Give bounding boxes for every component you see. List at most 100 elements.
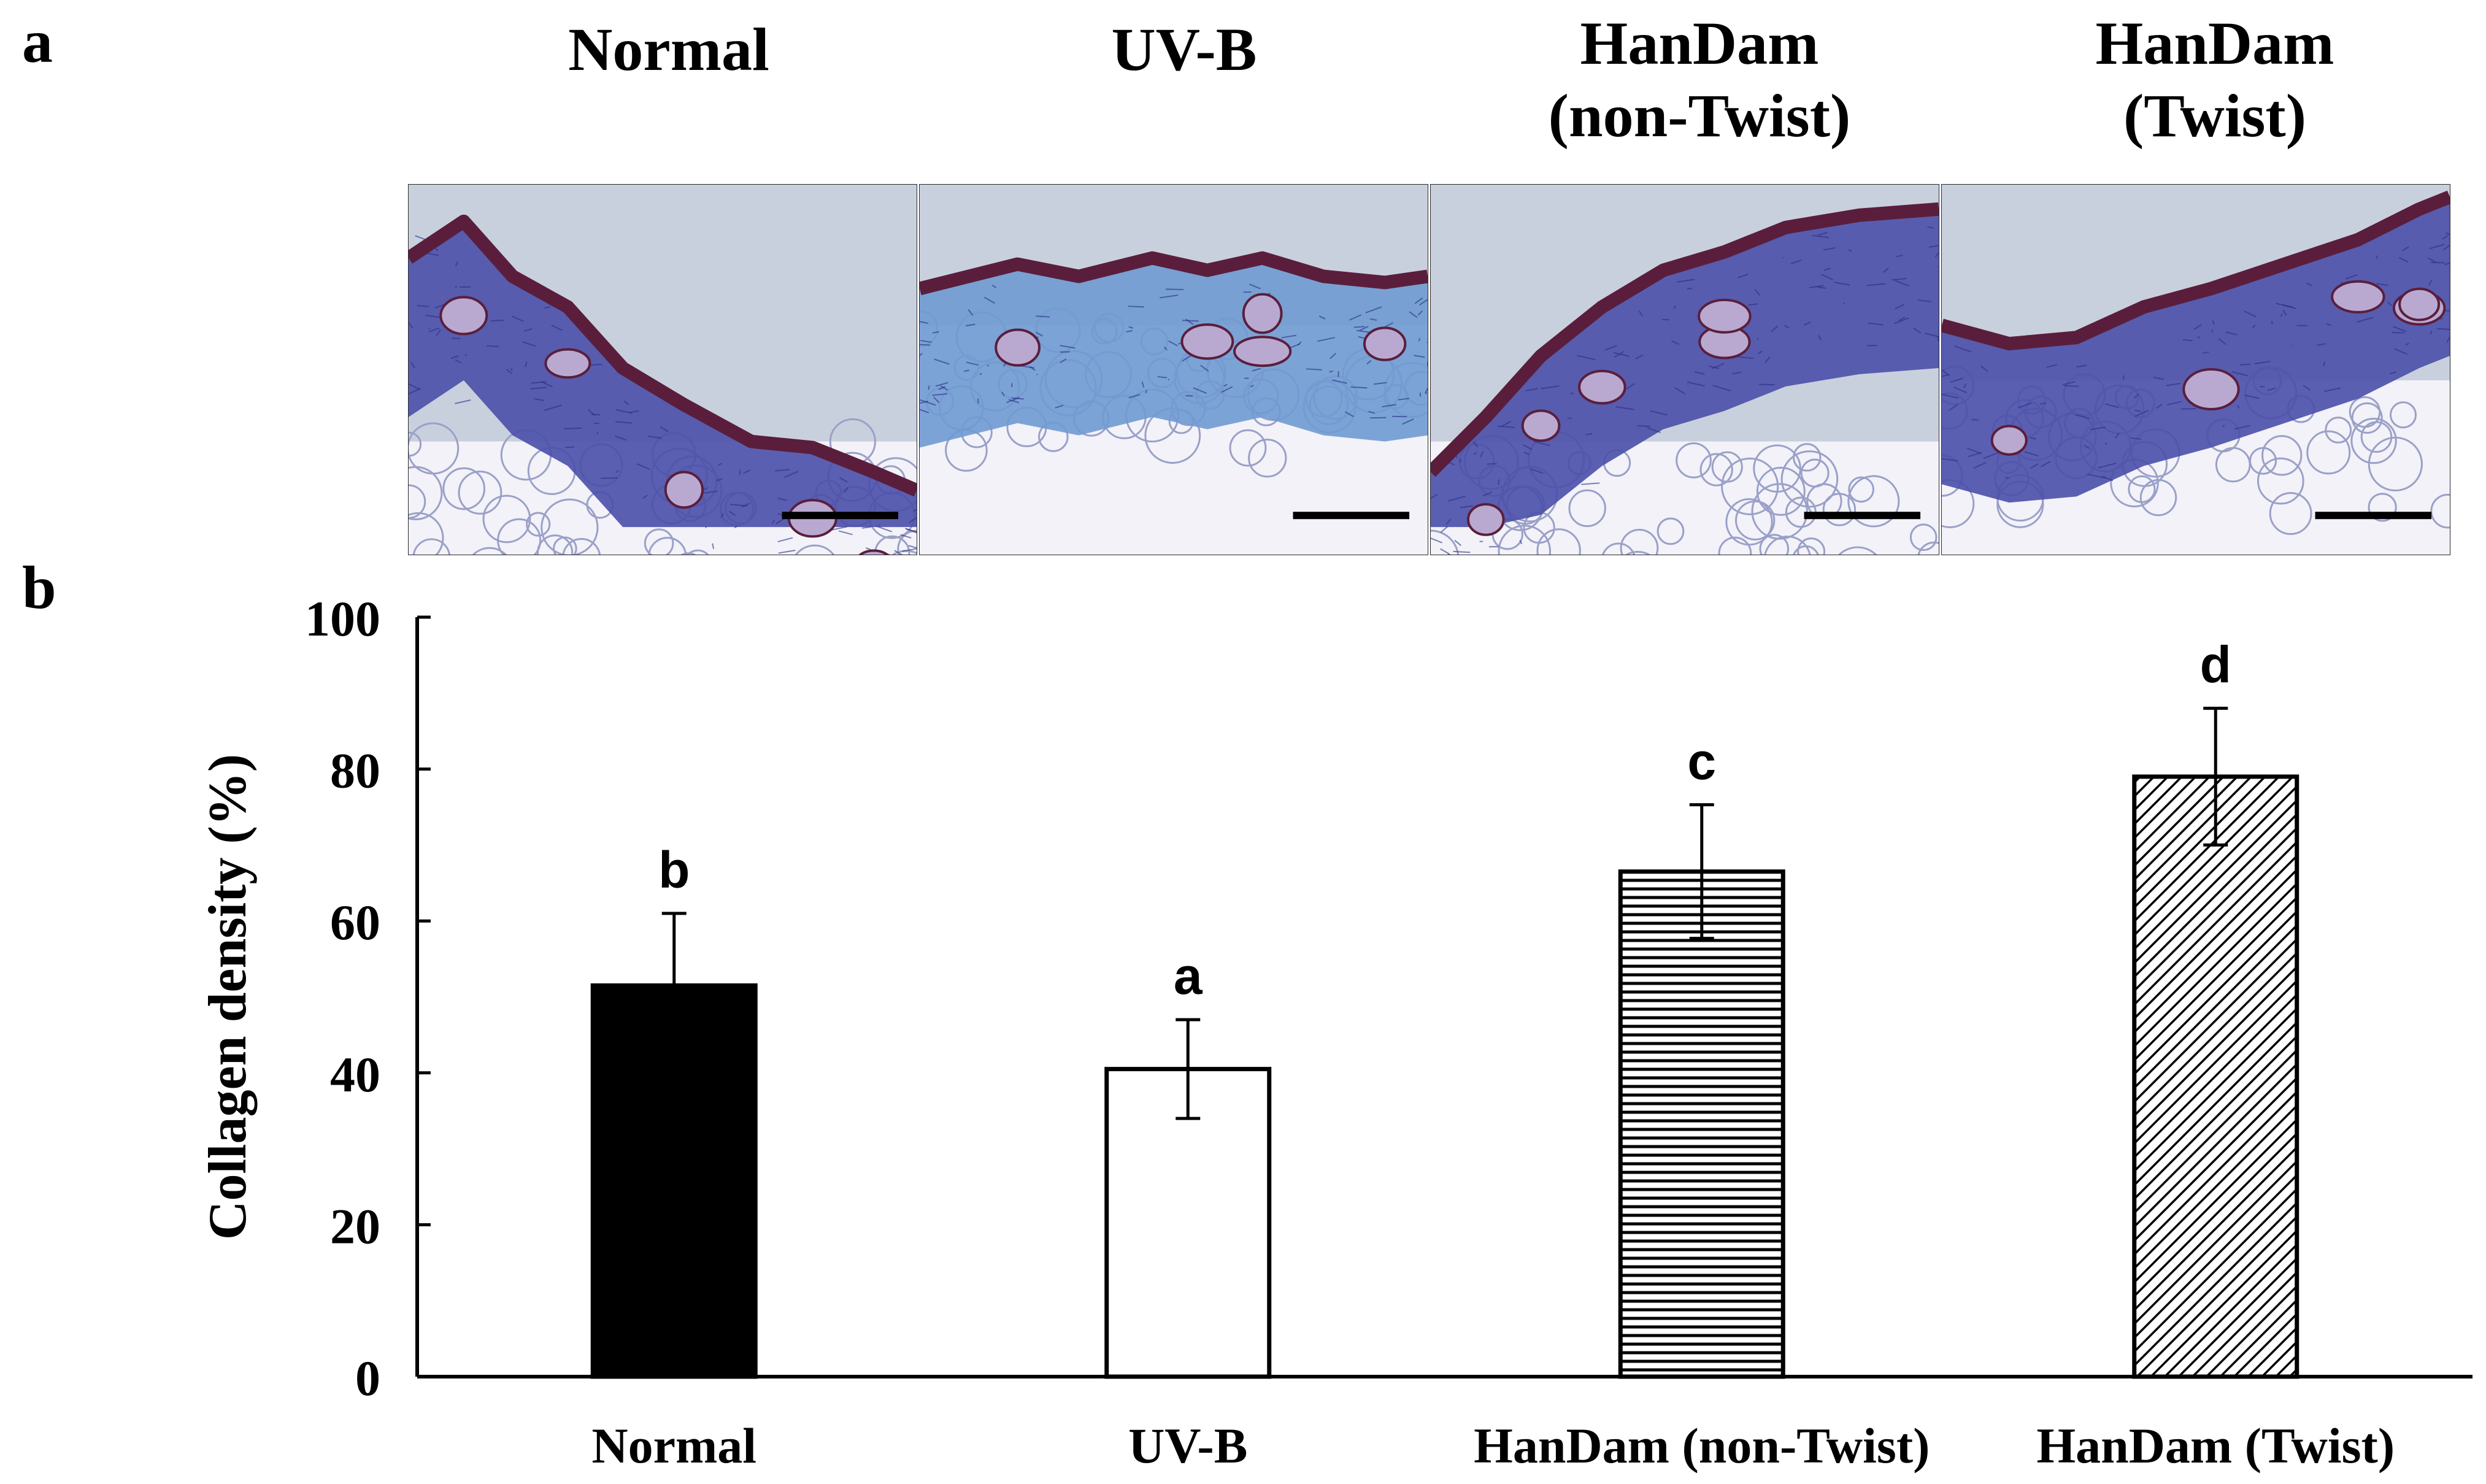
collagen-fiber [1414,355,1425,358]
collagen-fiber [1867,283,1886,286]
bar [1104,1067,1272,1379]
collagen-fiber [1983,452,1999,459]
collagen-fiber [1431,537,1442,544]
collagen-fiber [1168,379,1170,381]
collagen-fiber [487,345,499,347]
adipocyte [1756,466,1806,516]
collagen-fiber [2429,244,2445,250]
collagen-fiber [2076,364,2087,368]
collagen-fiber [2231,371,2249,377]
collagen-fiber [1330,353,1337,359]
collagen-fiber [778,549,796,554]
collagen-fiber [1585,433,1593,436]
collagen-fiber [2166,401,2182,406]
collagen-fiber [716,478,723,482]
collagen-fiber [2282,309,2287,316]
collagen-fiber [1036,315,1050,318]
collagen-fiber [2260,385,2265,388]
collagen-fiber [2166,382,2181,386]
collagen-fiber [2062,381,2076,386]
collagen-fiber [920,321,928,324]
hair-follicle [858,549,890,555]
micrograph-handam-non-twist [1430,184,1939,555]
collagen-fiber [1868,322,1884,326]
micrograph-handam-twist [1941,184,2450,555]
collagen-fiber [623,400,629,406]
hair-follicle [1363,326,1407,361]
collagen-fiber [450,355,460,359]
collagen-fiber [1626,383,1635,390]
collagen-fiber [1677,279,1695,283]
collagen-fiber [2130,437,2142,440]
hair-follicle [1521,409,1561,442]
collagen-fiber [1891,278,1907,281]
collagen-fiber [1522,444,1533,450]
y-tick-label: 0 [355,1350,380,1406]
hair-follicle [439,296,488,336]
hair-follicle [995,328,1041,367]
collagen-fiber [1008,399,1020,404]
collagen-fiber [2405,342,2409,346]
collagen-fiber [928,385,930,390]
collagen-fiber [429,327,440,333]
collagen-fiber [984,296,996,304]
collagen-fiber [1402,418,1414,425]
column-label-line2: UV-B [1111,15,1257,83]
scale-bar [1293,512,1410,520]
collagen-fiber [1821,274,1833,280]
collagen-fiber [601,477,618,479]
collagen-fiber [455,399,471,404]
adipocyte [409,431,422,457]
adipocyte [648,537,687,555]
hair-follicle [1466,502,1505,536]
collagen-fiber [452,337,461,340]
collagen-fiber [1409,311,1418,318]
collagen-fiber [1758,350,1763,355]
collagen-fiber [615,470,619,474]
hair-follicle [1578,369,1626,405]
scale-bar [2315,512,2432,520]
collagen-fiber [2098,463,2117,469]
adipocyte [1431,529,1460,555]
collagen-fiber [1973,461,1987,469]
collagen-fiber [2203,351,2209,354]
collagen-fiber [1942,458,1958,462]
y-tick-label: 80 [330,743,380,799]
collagen-fiber [2104,442,2107,445]
collagen-fiber [1673,306,1677,309]
collagen-fiber [1479,450,1484,458]
collagen-fiber [2442,244,2450,251]
collagen-fiber [615,421,633,424]
collagen-fiber [894,550,903,555]
collagen-fiber [1882,267,1889,273]
collagen-fiber [2252,325,2256,329]
x-tick-label: HanDam (Twist) [2036,1418,2395,1474]
collagen-fiber [1060,358,1067,364]
collagen-fiber [1128,394,1141,399]
collagen-fiber [1419,299,1428,306]
adipocyte [409,512,444,555]
collagen-fiber [544,404,562,411]
adipocyte [1735,500,1776,540]
collagen-fiber [1577,355,1596,361]
adipocyte [1676,442,1712,479]
collagen-fiber [1332,379,1347,384]
collagen-fiber [1812,234,1830,239]
collagen-fiber [1834,282,1850,286]
hair-follicle [1242,293,1283,334]
collagen-fiber [1784,325,1790,329]
adipocyte [458,471,502,515]
adipocyte [1229,429,1267,467]
adipocyte [537,534,574,555]
collagen-fiber [777,537,793,542]
collagen-fiber [1925,333,1939,337]
micrograph-uvb [919,184,1428,555]
hair-follicle [1698,298,1752,334]
y-tick-label: 60 [330,894,380,950]
collagen-fiber [647,435,662,439]
collagen-fiber [2303,385,2311,391]
collagen-fiber [2101,475,2114,482]
scale-bar [782,512,899,520]
collagen-fiber [2153,377,2165,380]
